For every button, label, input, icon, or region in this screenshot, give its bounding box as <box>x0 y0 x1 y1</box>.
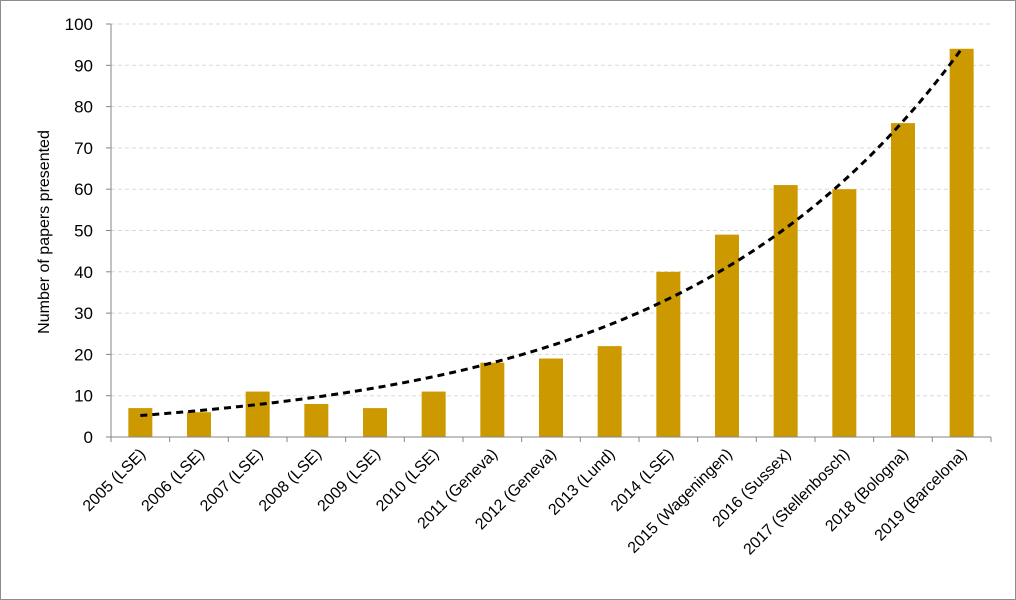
bar <box>656 271 681 437</box>
x-tick-label: 2007 (LSE) <box>197 446 266 515</box>
y-tick-label: 50 <box>74 222 93 241</box>
y-tick-label: 70 <box>74 139 93 158</box>
x-tick-label: 2015 (Wageningen) <box>625 446 736 557</box>
bar <box>421 391 446 437</box>
bar <box>832 189 857 437</box>
bar <box>539 358 563 437</box>
axes <box>106 23 992 442</box>
bar <box>597 346 622 437</box>
y-axis-label: Number of papers presented <box>36 130 53 334</box>
y-tick-labels: 0 10 20 30 40 50 60 70 80 90 100 <box>65 15 93 447</box>
bar <box>187 412 211 437</box>
x-tick-label: 2009 (LSE) <box>315 446 384 515</box>
bar <box>128 408 153 437</box>
bar <box>773 185 798 437</box>
bar <box>715 234 739 437</box>
bars <box>128 48 974 438</box>
x-tick-label: 2008 (LSE) <box>256 446 325 515</box>
y-tick-label: 10 <box>74 387 93 406</box>
y-tick-label: 60 <box>74 180 93 199</box>
x-tick-labels: 2005 (LSE)2006 (LSE)2007 (LSE)2008 (LSE)… <box>80 446 971 559</box>
bar <box>891 123 915 438</box>
trendline-group <box>140 47 963 418</box>
y-tick-label: 90 <box>74 56 93 75</box>
bar <box>363 408 387 437</box>
y-tick-label: 100 <box>65 15 93 34</box>
gridlines <box>111 23 991 397</box>
y-tick-label: 20 <box>74 345 93 364</box>
y-tick-label: 40 <box>74 263 93 282</box>
bar <box>949 48 974 437</box>
x-tick-label: 2017 (Stellenbosch) <box>741 446 854 559</box>
bar <box>245 391 270 437</box>
x-tick-label: 2006 (LSE) <box>139 446 208 515</box>
bar <box>304 403 329 437</box>
trendline <box>140 47 963 418</box>
y-tick-label: 0 <box>84 428 93 447</box>
bar <box>480 362 505 437</box>
y-tick-label: 30 <box>74 304 93 323</box>
x-tick-label: 2005 (LSE) <box>80 446 149 515</box>
y-tick-label: 80 <box>74 98 93 117</box>
